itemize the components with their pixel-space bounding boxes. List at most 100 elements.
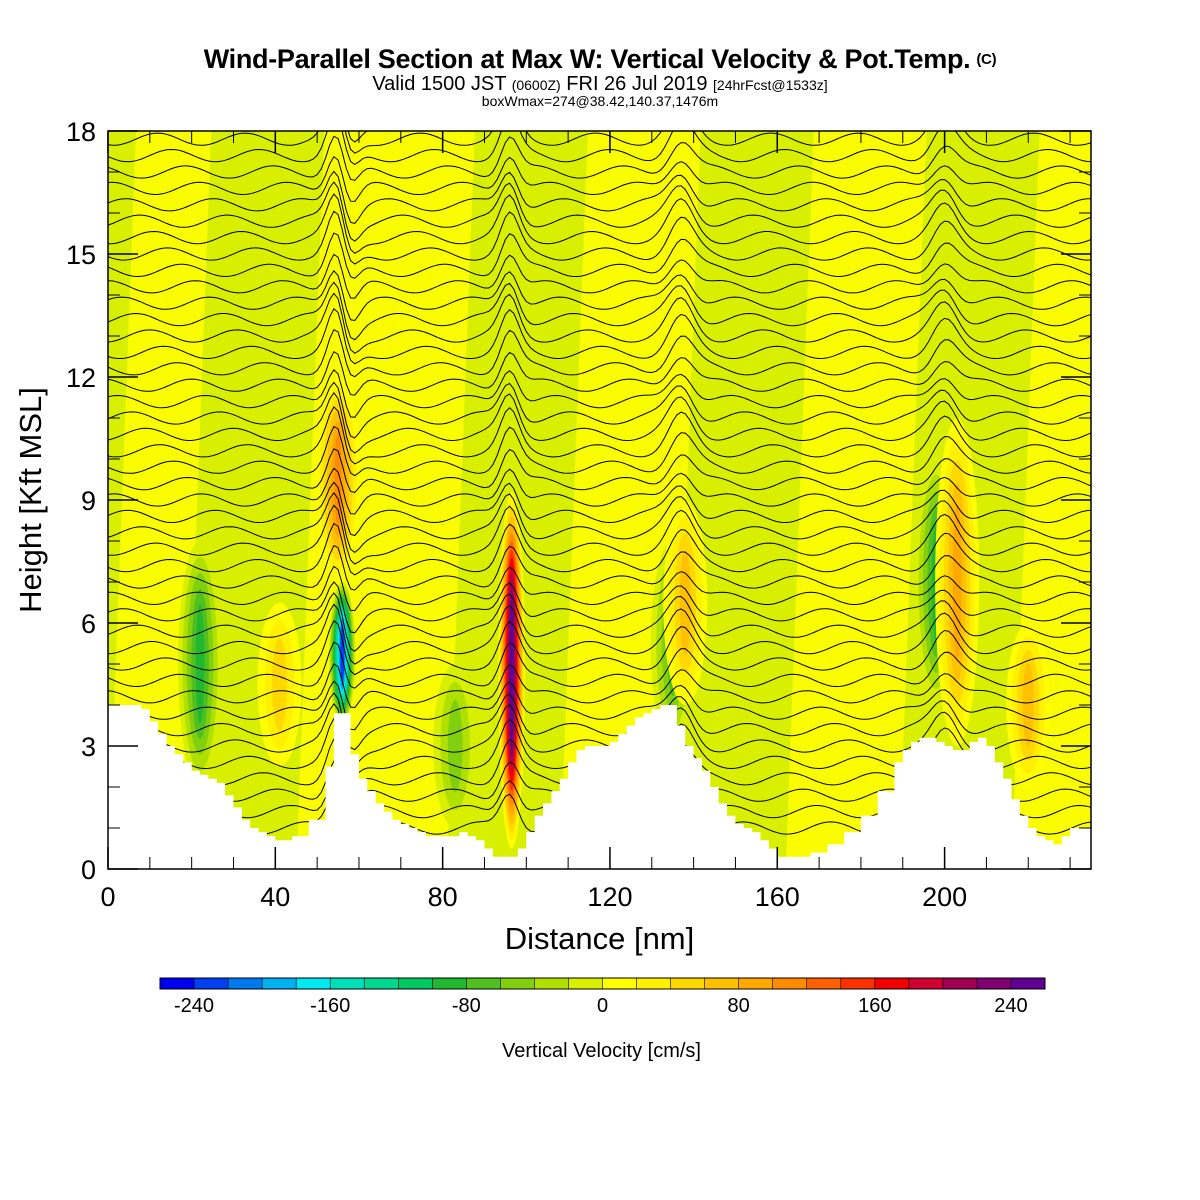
x-tick-label: 0 [100,882,115,912]
isentrope-line [108,448,1091,493]
isentrope-line [108,210,1091,265]
colorbar-swatch [228,978,263,989]
x-tick-label: 80 [428,882,458,912]
subtitle-valid-time: Valid 1500 JST [372,73,507,95]
colorbar-swatch [194,978,229,989]
colorbar-swatch [364,978,399,989]
isentrope-line [108,253,1091,299]
velocity-band [522,131,588,869]
velocity-band [597,131,664,869]
velocity-core [340,624,345,683]
isentrope-line [108,504,1091,565]
colorbar-swatch [840,978,876,989]
chart-subtitle: Valid 1500 JST (0600Z) FRI 26 Jul 2019 [… [0,73,1200,96]
isentrope-line [108,292,1091,354]
potential-temperature-contours [108,58,1091,849]
colorbar-tick-label: -80 [452,995,481,1017]
isentrope-line [108,281,1091,341]
colorbar-swatch [942,978,978,989]
isentrope-line [108,702,1091,765]
colorbar-swatch [874,978,910,989]
isentrope-line [108,663,1091,709]
colorbar-swatch [602,978,638,989]
colorbar-swatch [466,978,501,989]
colorbar-swatch [976,978,1012,989]
velocity-band [220,131,287,869]
velocity-core [1022,662,1034,748]
x-tick-label: 120 [587,882,632,912]
velocity-core [195,604,205,724]
colorbar: -240 -160 -80 0 80 160 240 Vertical Velocity [c… [159,977,1046,1062]
colorbar-swatch [398,978,433,989]
isentrope-line [108,58,1091,105]
subtitle-utc: (0600Z) [511,77,561,93]
isentrope-line [108,680,1091,731]
colorbar-swatch [296,978,331,989]
colorbar-swatch [568,978,603,989]
isentrope-line [108,232,1091,279]
colorbar-swatch [704,978,740,989]
isentrope-line [108,131,1091,165]
isentrope-line [108,565,1091,612]
y-tick-label: 15 [66,240,96,270]
isentrope-line [108,603,1091,665]
isentrope-line [108,467,1091,515]
copyright-mark: (C) [976,51,997,68]
isentrope-line [108,620,1091,676]
velocity-core [272,638,287,731]
colorbar-swatch [738,978,774,989]
x-tick-label: 160 [755,882,800,912]
colorbar-tick-label: 160 [858,995,891,1017]
subtitle-date: FRI 26 Jul 2019 [566,73,708,95]
isentrope-line [108,329,1091,378]
isentrope-line [108,350,1091,396]
isentrope-line [108,581,1091,634]
y-tick-label: 6 [81,609,96,639]
isentrope-line [108,155,1091,202]
colorbar-tick-label: -240 [174,995,214,1017]
colorbar-swatch [806,978,842,989]
colorbar-label: Vertical Velocity [cm/s] [502,1040,701,1062]
velocity-core [447,699,463,793]
chart-title-text: Wind-Parallel Section at Max W: Vertical… [203,44,971,74]
y-tick-label: 12 [66,363,96,393]
velocity-band [823,131,889,869]
colorbar-swatch [500,978,535,989]
isentrope-line [108,692,1091,751]
isentrope-line [108,522,1091,576]
y-tick-label: 18 [66,117,96,147]
isentrope-line [108,170,1091,224]
isentrope-line [108,406,1091,465]
colorbar-swatch [262,978,297,989]
isentrope-line [108,425,1091,477]
isentrope-line [108,381,1091,439]
isentrope-line [108,592,1091,652]
colorbar-swatch [432,978,467,989]
isentrope-line [108,544,1091,591]
y-tick-label: 3 [81,732,96,762]
velocity-core [679,549,691,656]
colorbar-tick-label: 240 [994,995,1027,1017]
colorbar-swatch [330,978,365,989]
isentrope-line [108,193,1091,254]
colorbar-tick-label: -160 [310,995,350,1017]
colorbar-tick-label: 80 [728,995,750,1017]
isentrope-line [108,269,1091,322]
y-tick-label: 9 [81,486,96,516]
isentrope-line [108,641,1091,689]
isentrope-line [108,181,1091,242]
isentrope-line [108,392,1091,454]
chart-info-line: boxWmax=274@38.42,140.37,1476m [481,93,719,109]
subtitle-forecast: [24hrFcst@1533z] [713,77,828,93]
colorbar-tick-label: 0 [597,995,608,1017]
isentrope-line [108,492,1091,554]
isentrope-line [108,481,1091,537]
isentrope-line [108,131,1091,154]
plot-axes: 0 40 80 120 160 200 0 3 6 9 12 15 18 Distance [nm] Hei… [13,117,1092,956]
isentrope-line [108,135,1091,181]
isentrope-line [108,72,1091,126]
y-axis-label: Height [Kft MSL] [13,387,48,613]
chart-title: Wind-Parallel Section at Max W: Vertical… [0,44,1200,75]
velocity-band [559,131,626,869]
